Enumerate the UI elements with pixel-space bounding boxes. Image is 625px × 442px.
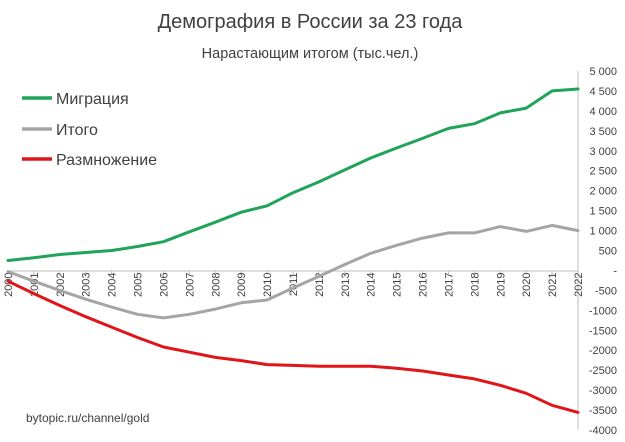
y-tick-label: 2 000: [589, 186, 617, 198]
legend-label: Итого: [56, 122, 98, 139]
x-tick-label: 2020: [521, 272, 533, 296]
y-tick-label: -2500: [589, 365, 617, 377]
y-tick-label: 5 000: [589, 66, 617, 78]
series-line-1: [6, 223, 580, 320]
y-tick-label: -: [613, 265, 617, 277]
x-tick-label: 2021: [547, 272, 559, 296]
x-tick-label: 2003: [81, 272, 93, 296]
y-tick-label: 1 000: [589, 226, 617, 238]
x-tick-label: 2000: [3, 272, 15, 296]
x-tick-label: 2007: [184, 272, 196, 296]
x-tick-label: 2009: [236, 272, 248, 296]
y-tick-label: 3 000: [589, 146, 617, 158]
x-tick-label: 2016: [418, 272, 430, 296]
x-tick-label: 2008: [210, 272, 222, 296]
y-axis-ticks: 5 000 4 500 4 000 3 500 3 000 2 500 2 000 1 500…: [589, 66, 617, 437]
chart-subtitle: Нарастающим итогом (тыс.чел.): [202, 46, 419, 62]
x-tick-label: 2019: [495, 272, 507, 296]
y-tick-label: 4 000: [589, 106, 617, 118]
legend: Миграция Итого Размножение: [22, 91, 157, 169]
legend-label: Миграция: [56, 91, 129, 108]
x-tick-label: 2017: [443, 272, 455, 296]
watermark-text: bytopic.ru/channel/gold: [26, 411, 149, 425]
x-tick-label: 2006: [158, 272, 170, 296]
x-tick-label: 2005: [133, 272, 145, 296]
series-line-2: [6, 279, 580, 414]
y-tick-label: -4000: [589, 425, 617, 437]
series-lines: [6, 87, 580, 414]
y-tick-label: 2 500: [589, 166, 617, 178]
x-tick-label: 2014: [366, 272, 378, 296]
y-tick-label: -3500: [589, 405, 617, 417]
series-line-0: [6, 87, 580, 262]
x-tick-label: 2018: [469, 272, 481, 296]
y-tick-label: -2000: [589, 345, 617, 357]
legend-label: Размножение: [56, 152, 157, 169]
x-tick-label: 2013: [340, 272, 352, 296]
chart-title: Демография в России за 23 года: [158, 11, 464, 33]
x-tick-label: 2004: [107, 272, 119, 296]
y-tick-label: 500: [599, 246, 617, 258]
x-axis-ticks: 2000 2001 2002 2003 2004 2005 2006 2007 2008 2009…: [3, 270, 585, 297]
x-tick-label: 2002: [55, 272, 67, 296]
y-tick-label: 3 500: [589, 126, 617, 138]
x-tick-label: 2015: [392, 272, 404, 296]
x-tick-label: 2001: [29, 272, 41, 296]
y-tick-label: -1000: [589, 305, 617, 317]
x-tick-label: 2010: [262, 272, 274, 296]
y-tick-label: 4 500: [589, 86, 617, 98]
y-tick-label: -500: [595, 285, 617, 297]
y-tick-label: 1 500: [589, 206, 617, 218]
y-tick-label: -3000: [589, 385, 617, 397]
y-tick-label: -1500: [589, 325, 617, 337]
x-tick-label: 2022: [573, 272, 585, 296]
